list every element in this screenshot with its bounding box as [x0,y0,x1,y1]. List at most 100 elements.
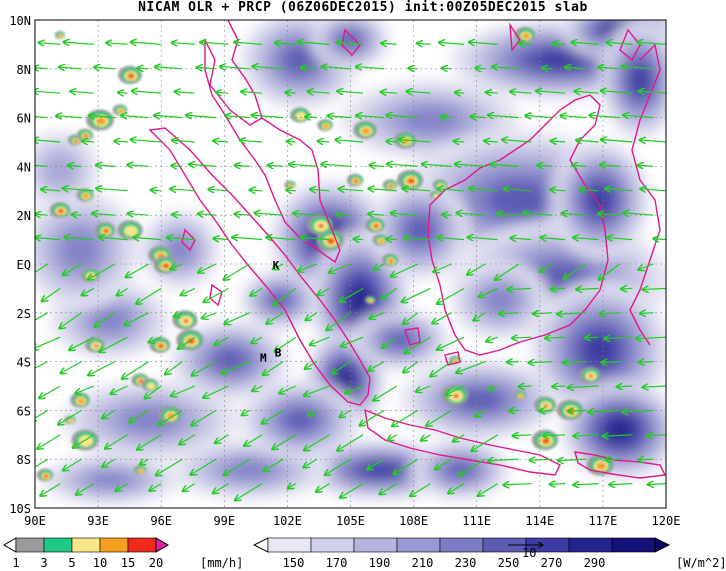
colorbar-tick-label: 150 [283,556,305,570]
wind-vector [453,434,465,442]
chart-title: NICAM OLR + PRCP (06Z06DEC2015) init:00Z… [138,0,588,15]
wind-vector [497,213,519,215]
wind-vector [94,67,115,69]
wind-vector [607,238,633,240]
wind-vector [304,385,330,396]
reference-vector: 10 [508,541,544,560]
wind-vector [183,483,196,491]
wind-vector [122,361,149,379]
wind-vector [486,92,498,93]
wind-vector [337,91,364,93]
wind-vector [250,190,263,191]
wind-vector [507,362,519,363]
wind-vector [476,68,486,69]
wind-vector [492,67,519,69]
colorbar-arrow-high [155,537,169,553]
wind-vector [381,92,397,93]
wind-vector [537,165,553,166]
wind-vector [128,214,149,216]
wind-vector [572,165,587,166]
wind-vector [136,287,162,303]
wind-vector [438,189,465,191]
wind-vector [638,459,654,460]
wind-vector [467,263,486,275]
wind-vector [165,361,183,375]
wind-vector [327,312,351,330]
wind-vector [387,115,418,118]
wind-vector [241,92,263,94]
wind-vector [561,116,587,118]
wind-vector [503,484,532,485]
wind-vector [558,459,587,460]
wind-vector [491,164,519,166]
latitude-label: 10S [9,502,31,516]
colorbar-swatch [353,537,398,553]
wind-vector [178,336,196,349]
wind-vector [410,483,431,496]
wind-vector [117,287,128,295]
wind-vector [175,92,195,94]
wind-vector [181,287,196,295]
wind-vector [264,458,284,471]
longitude-label: 96E [150,514,172,528]
wind-vector [403,361,419,373]
wind-vector [456,361,486,373]
wind-vector [602,362,620,363]
wind-vector [572,42,599,44]
wind-vector [305,361,318,369]
wind-vector [35,336,61,349]
latitude-label: 4N [17,160,31,174]
wind-vector [421,434,431,441]
wind-vector [150,483,162,491]
wind-vector [590,115,620,117]
wind-vector [116,483,128,491]
wind-vector [82,287,95,295]
wind-vector [638,165,654,166]
wind-vector [529,362,553,363]
wind-vector [553,43,566,44]
wind-vector [40,483,61,496]
wind-vector [137,434,162,450]
wind-vector [638,263,654,270]
wind-vector [654,239,666,240]
wind-vector [308,91,330,93]
wind-vector [340,409,351,417]
wind-vector [468,237,498,239]
wind-vector [118,92,128,93]
wind-vector [373,385,398,400]
colorbar-swatch [15,537,45,553]
wind-vector [76,483,95,495]
wind-vector [151,190,162,191]
wind-vector [639,362,654,363]
colorbar-tick-label: 250 [498,556,520,570]
wind-vector [563,362,587,363]
wind-vector [441,117,452,118]
wind-vector [387,164,418,166]
wind-vector [172,214,183,215]
wind-vector [545,337,566,338]
wind-vector [605,189,633,191]
latitude-label: 2N [17,209,31,223]
wind-vector [409,68,418,69]
wind-vector [442,68,452,69]
wind-vector [69,336,95,350]
wind-vector [235,214,250,215]
wind-vector [202,312,217,319]
wind-vector [191,458,217,475]
wind-vector [266,312,284,324]
wind-vector [565,67,587,69]
wind-vector [519,386,532,387]
latitude-label: 2S [17,307,31,321]
wind-vector [214,238,229,239]
wind-vector [288,484,297,489]
wind-vector [251,336,263,343]
wind-vector [648,484,666,485]
latitude-label: 4S [17,356,31,370]
wind-vector [35,214,48,215]
wind-vector [382,336,398,348]
wind-vector [192,361,217,376]
colorbar-swatch [267,537,312,553]
wind-vector [273,264,284,269]
wind-vector [551,288,566,289]
